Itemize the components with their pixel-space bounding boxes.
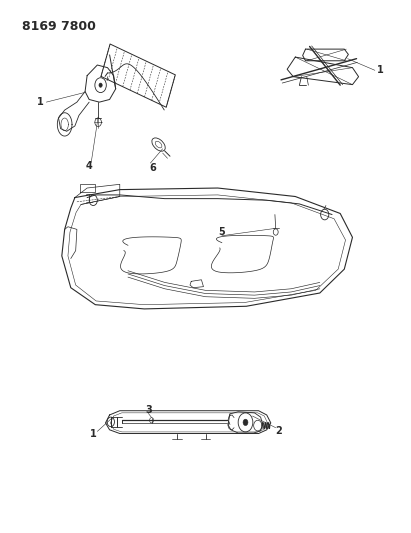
Text: 1: 1 xyxy=(90,429,97,439)
Text: 1: 1 xyxy=(37,97,44,107)
Circle shape xyxy=(99,83,102,87)
Text: 1: 1 xyxy=(377,66,384,75)
Text: 5: 5 xyxy=(219,227,225,237)
Text: 8169 7800: 8169 7800 xyxy=(22,20,96,33)
Text: 2: 2 xyxy=(276,426,282,436)
Text: 4: 4 xyxy=(86,161,92,171)
Circle shape xyxy=(150,418,154,423)
Text: 3: 3 xyxy=(145,405,152,415)
Text: 6: 6 xyxy=(149,164,156,173)
Circle shape xyxy=(243,419,248,425)
